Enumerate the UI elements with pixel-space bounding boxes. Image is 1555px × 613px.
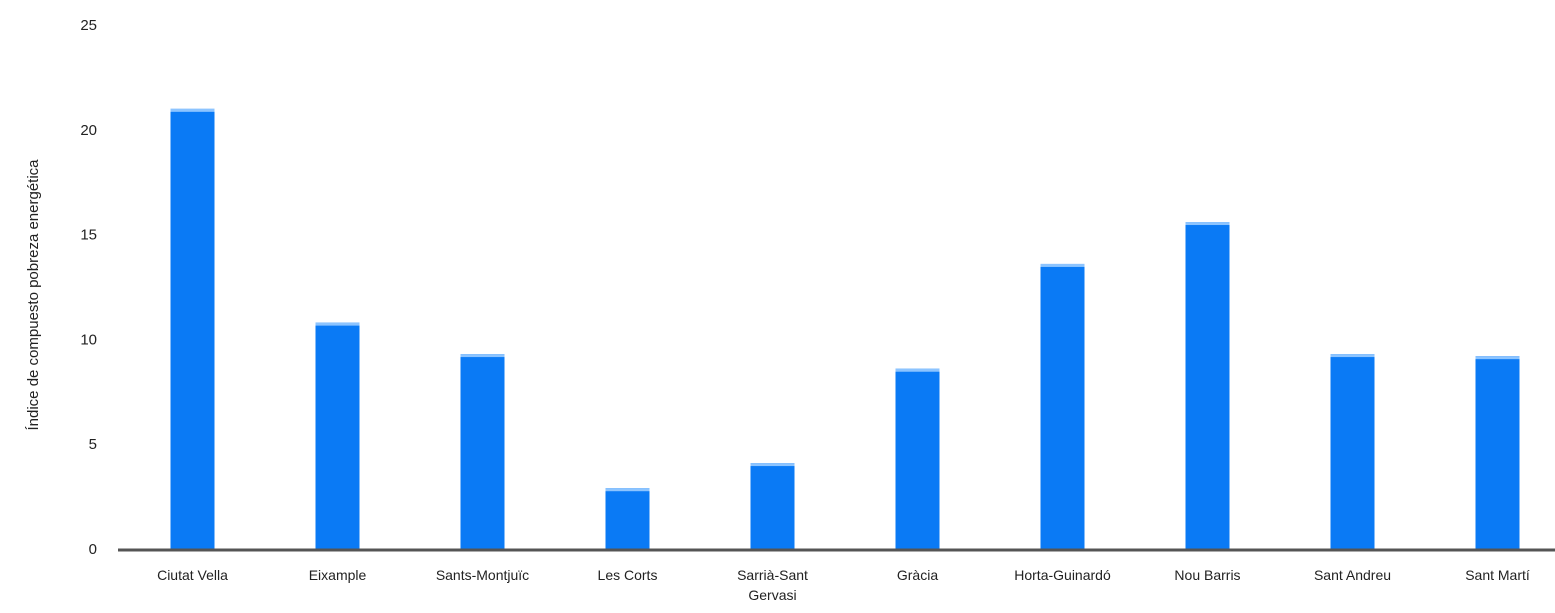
bar-top-highlight — [170, 108, 215, 112]
bar-top-highlight — [315, 322, 360, 326]
y-tick-label: 5 — [89, 436, 97, 453]
x-axis-labels: Ciutat Vella Eixample Sants-Montjuïc Les Co… — [157, 567, 1530, 603]
bar-top-highlight — [605, 488, 650, 492]
bar — [170, 108, 215, 549]
x-tick-label-line: Sant Martí — [1465, 567, 1530, 583]
y-tick-label: 15 — [80, 227, 97, 244]
y-tick-label: 25 — [80, 17, 97, 34]
y-tick-label: 20 — [80, 122, 97, 139]
bar — [1475, 356, 1520, 549]
x-tick-label-line: Sants-Montjuïc — [436, 567, 529, 583]
x-tick-label-line: Gervasi — [748, 587, 796, 603]
bar-top-highlight — [1040, 263, 1085, 267]
bar-top-highlight — [1185, 222, 1230, 226]
x-tick-label: Gràcia — [897, 567, 938, 583]
x-tick-label: Ciutat Vella — [157, 567, 228, 583]
x-tick-label: Horta-Guinardó — [1014, 567, 1111, 583]
bar — [895, 368, 940, 549]
y-tick-label: 10 — [80, 331, 97, 348]
x-tick-label-line: Horta-Guinardó — [1014, 567, 1111, 583]
bar-top-highlight — [750, 463, 795, 467]
x-tick-label: Sants-Montjuïc — [436, 567, 529, 583]
x-tick-label-line: Nou Barris — [1174, 567, 1240, 583]
bar-top-highlight — [1330, 354, 1375, 358]
bar — [315, 322, 360, 549]
x-tick-label: Sant Martí — [1465, 567, 1530, 583]
y-axis-title: Índice de compuesto pobreza energética — [25, 159, 42, 431]
bar — [1040, 263, 1085, 549]
x-tick-label: Nou Barris — [1174, 567, 1240, 583]
y-tick-label: 0 — [89, 541, 97, 558]
x-tick-label-line: Les Corts — [598, 567, 658, 583]
bar — [460, 354, 505, 549]
x-tick-label: Sarrià-Sant Gervasi — [737, 567, 808, 603]
x-tick-label-line: Eixample — [309, 567, 367, 583]
bars — [170, 108, 1520, 550]
x-tick-label-line: Gràcia — [897, 567, 938, 583]
x-tick-label-line: Ciutat Vella — [157, 567, 228, 583]
bar — [1330, 354, 1375, 549]
x-tick-label: Les Corts — [598, 567, 658, 583]
bar — [605, 488, 650, 549]
bar — [750, 463, 795, 549]
bar-top-highlight — [1475, 356, 1520, 360]
x-tick-label: Sant Andreu — [1314, 567, 1391, 583]
bar-top-highlight — [460, 354, 505, 358]
x-tick-label: Eixample — [309, 567, 367, 583]
y-axis-ticks: 0 5 10 15 20 25 — [80, 17, 97, 558]
x-tick-label-line: Sant Andreu — [1314, 567, 1391, 583]
bar-top-highlight — [895, 368, 940, 372]
bar — [1185, 222, 1230, 550]
x-tick-label-line: Sarrià-Sant — [737, 567, 808, 583]
